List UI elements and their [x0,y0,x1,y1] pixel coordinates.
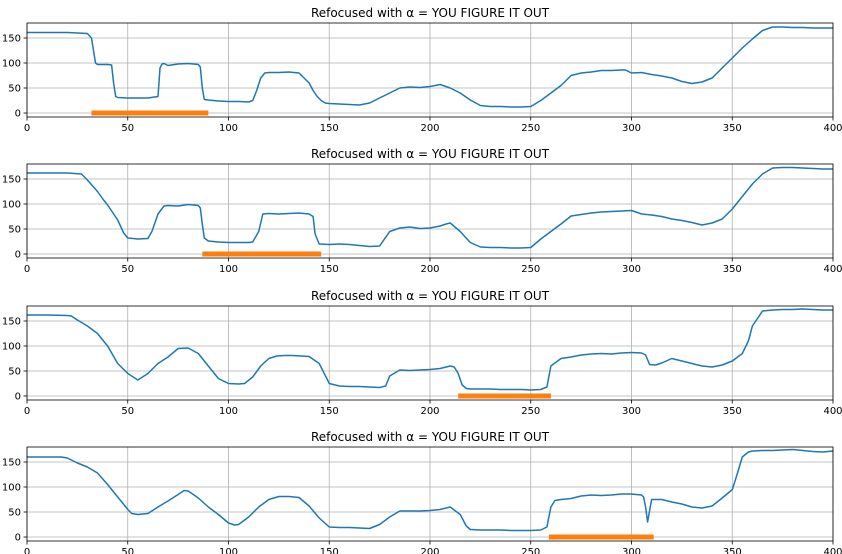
subplot-2: Refocused with α = YOU FIGURE IT OUT 0 50 1… [2,147,842,275]
x-tick-label: 150 [320,264,339,275]
y-tick-label: 100 [2,200,21,211]
y-tick-label: 50 [8,84,21,95]
y-tick-label: 50 [8,367,21,378]
x-tick-label: 400 [823,547,842,554]
x-tick-label: 0 [24,264,30,275]
x-tick-label: 100 [219,264,238,275]
x-tick-label: 150 [320,406,339,417]
x-tick-label: 300 [622,123,641,134]
x-tick-label: 350 [723,123,742,134]
y-tick-label: 150 [2,317,21,328]
x-tick-label: 250 [521,547,540,554]
x-tick-label: 350 [723,406,742,417]
x-tick-label: 200 [420,406,439,417]
y-tick-label: 100 [2,59,21,70]
subplot-3: Refocused with α = YOU FIGURE IT OUT 0 50 1… [2,289,842,417]
series-line [27,308,833,391]
x-tick-label: 50 [121,264,134,275]
y-tick-label: 0 [15,533,21,544]
y-tick-label: 150 [2,34,21,45]
x-tick-label: 0 [24,547,30,554]
y-tick-label: 0 [15,392,21,403]
y-tick-label: 50 [8,225,21,236]
subplot-1: Refocused with α = YOU FIGURE IT OUT 0 50 1… [2,6,842,134]
x-tick-label: 150 [320,547,339,554]
x-tick-label: 50 [121,123,134,134]
x-tick-label: 300 [622,547,641,554]
x-tick-label: 100 [219,123,238,134]
x-tick-label: 100 [219,547,238,554]
x-tick-label: 300 [622,264,641,275]
x-tick-label: 250 [521,264,540,275]
subplot-4: Refocused with α = YOU FIGURE IT OUT 0 50 1… [2,430,842,554]
x-tick-label: 50 [121,406,134,417]
y-tick-label: 50 [8,508,21,519]
y-tick-label: 150 [2,175,21,186]
x-tick-label: 150 [320,123,339,134]
x-tick-label: 200 [420,123,439,134]
chart-title: Refocused with α = YOU FIGURE IT OUT [311,289,550,303]
x-tick-label: 400 [823,264,842,275]
x-tick-label: 250 [521,123,540,134]
x-tick-label: 400 [823,123,842,134]
y-tick-label: 100 [2,483,21,494]
series-line [27,26,833,108]
chart-title: Refocused with α = YOU FIGURE IT OUT [311,6,550,20]
x-tick-label: 0 [24,406,30,417]
series-line [27,166,833,249]
x-tick-label: 100 [219,406,238,417]
series-line [27,448,834,532]
x-tick-label: 250 [521,406,540,417]
y-tick-label: 100 [2,342,21,353]
y-tick-label: 0 [15,109,21,120]
x-tick-label: 300 [622,406,641,417]
y-tick-label: 150 [2,458,21,469]
x-tick-label: 350 [723,547,742,554]
x-tick-label: 400 [823,406,842,417]
chart-title: Refocused with α = YOU FIGURE IT OUT [311,430,550,444]
x-tick-label: 0 [24,123,30,134]
x-tick-label: 50 [121,547,134,554]
x-tick-label: 200 [420,264,439,275]
x-tick-label: 200 [420,547,439,554]
x-tick-label: 350 [723,264,742,275]
chart-title: Refocused with α = YOU FIGURE IT OUT [311,147,550,161]
y-tick-label: 0 [15,250,21,261]
